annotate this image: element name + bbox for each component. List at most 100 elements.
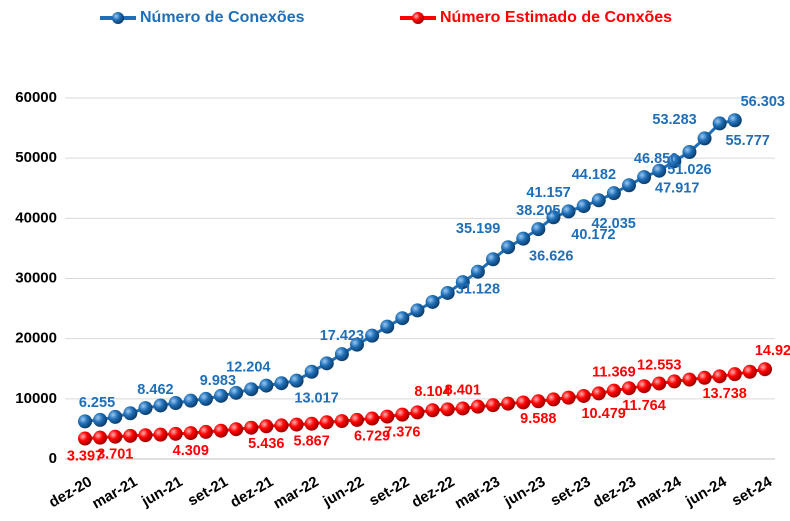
- x-tick-label: jun-23: [501, 473, 549, 510]
- data-point: [214, 423, 228, 438]
- y-tick-label: 30000: [15, 269, 57, 286]
- data-label: 12.204: [226, 359, 270, 375]
- x-tick-label: jun-21: [138, 473, 186, 510]
- data-point: [682, 144, 697, 159]
- data-label: 4.309: [173, 443, 209, 459]
- data-point: [244, 382, 259, 397]
- data-point: [486, 252, 500, 267]
- data-point: [395, 311, 410, 326]
- y-tick-label: 60000: [15, 89, 57, 106]
- data-point: [123, 428, 138, 443]
- x-tick-label: set-21: [185, 473, 231, 509]
- data-point: [742, 364, 757, 379]
- data-point: [319, 415, 334, 430]
- data-point: [410, 405, 425, 420]
- data-label: 6.255: [79, 395, 115, 411]
- data-point: [712, 116, 727, 131]
- data-point: [289, 417, 304, 432]
- data-point: [350, 412, 364, 427]
- data-label: 38.205: [516, 203, 560, 219]
- data-point: [440, 285, 455, 300]
- data-point: [637, 170, 652, 185]
- data-point: [486, 398, 500, 413]
- data-point: [304, 364, 319, 379]
- data-label: 14.922: [755, 343, 790, 359]
- data-point: [455, 401, 470, 416]
- data-point: [123, 406, 138, 421]
- x-tick-label: mar-22: [271, 473, 322, 512]
- data-point: [334, 414, 349, 429]
- y-tick-label: 40000: [15, 209, 57, 226]
- data-point: [682, 372, 697, 387]
- x-tick-label: dez-21: [227, 473, 276, 511]
- data-point: [380, 319, 395, 334]
- data-point: [501, 240, 516, 255]
- legend-label: Número Estimado de Conxões: [440, 9, 672, 26]
- data-point: [350, 337, 364, 352]
- series-line: [84, 367, 766, 441]
- x-tick-label: mar-21: [89, 473, 140, 512]
- data-label: 46.850: [634, 151, 678, 167]
- data-label: 3.701: [97, 447, 133, 463]
- data-point: [289, 373, 304, 388]
- data-point: [229, 422, 244, 437]
- data-point: [637, 379, 652, 394]
- data-point: [667, 374, 682, 389]
- data-point: [304, 416, 319, 431]
- data-point: [244, 420, 259, 435]
- data-label: 40.172: [571, 227, 615, 243]
- data-label: 8.401: [445, 382, 481, 398]
- data-point: [561, 204, 576, 219]
- data-point: [410, 303, 425, 318]
- data-point: [591, 193, 606, 208]
- data-point: [667, 154, 682, 169]
- data-label: 11.764: [622, 398, 666, 414]
- x-tick-label: set-23: [548, 473, 594, 509]
- x-tick-label: jun-22: [319, 473, 367, 510]
- x-tick-label: jun-24: [682, 473, 730, 511]
- data-label: 36.626: [529, 248, 573, 264]
- data-point: [501, 396, 516, 411]
- data-point: [274, 376, 289, 391]
- data-point: [214, 388, 228, 403]
- data-point: [108, 429, 123, 444]
- data-point: [470, 264, 485, 279]
- data-point: [727, 113, 742, 128]
- data-point: [153, 398, 168, 413]
- data-label: 8.462: [137, 382, 173, 398]
- data-point: [198, 424, 213, 439]
- data-point: [606, 383, 621, 398]
- data-point: [93, 412, 108, 427]
- data-point: [93, 430, 108, 445]
- legend-label: Número de Conexões: [140, 9, 305, 26]
- data-point: [138, 428, 153, 443]
- x-tick-label: set-22: [366, 473, 412, 509]
- data-point: [138, 401, 153, 416]
- data-point: [455, 275, 470, 290]
- data-point: [652, 376, 667, 391]
- data-point: [531, 394, 546, 409]
- data-point: [319, 356, 334, 371]
- data-point: [561, 390, 576, 405]
- data-label: 41.157: [526, 185, 570, 201]
- data-label: 6.729: [354, 428, 390, 444]
- data-point: [622, 178, 636, 193]
- data-label: 56.303: [741, 94, 785, 110]
- data-point: [576, 199, 591, 214]
- data-point: [395, 407, 410, 422]
- data-point: [622, 381, 636, 396]
- data-label: 17.423: [320, 328, 364, 344]
- data-label: 3.397: [67, 448, 103, 464]
- data-point: [440, 402, 455, 417]
- legend-marker: [112, 12, 124, 24]
- data-point: [546, 392, 561, 407]
- y-tick-label: 20000: [15, 330, 57, 347]
- data-point: [259, 378, 274, 393]
- data-point: [576, 388, 591, 403]
- data-label: 35.199: [456, 221, 500, 237]
- x-tick-label: set-24: [729, 473, 776, 510]
- data-label: 55.777: [725, 133, 769, 149]
- data-point: [727, 367, 742, 382]
- data-label: 53.283: [652, 112, 696, 128]
